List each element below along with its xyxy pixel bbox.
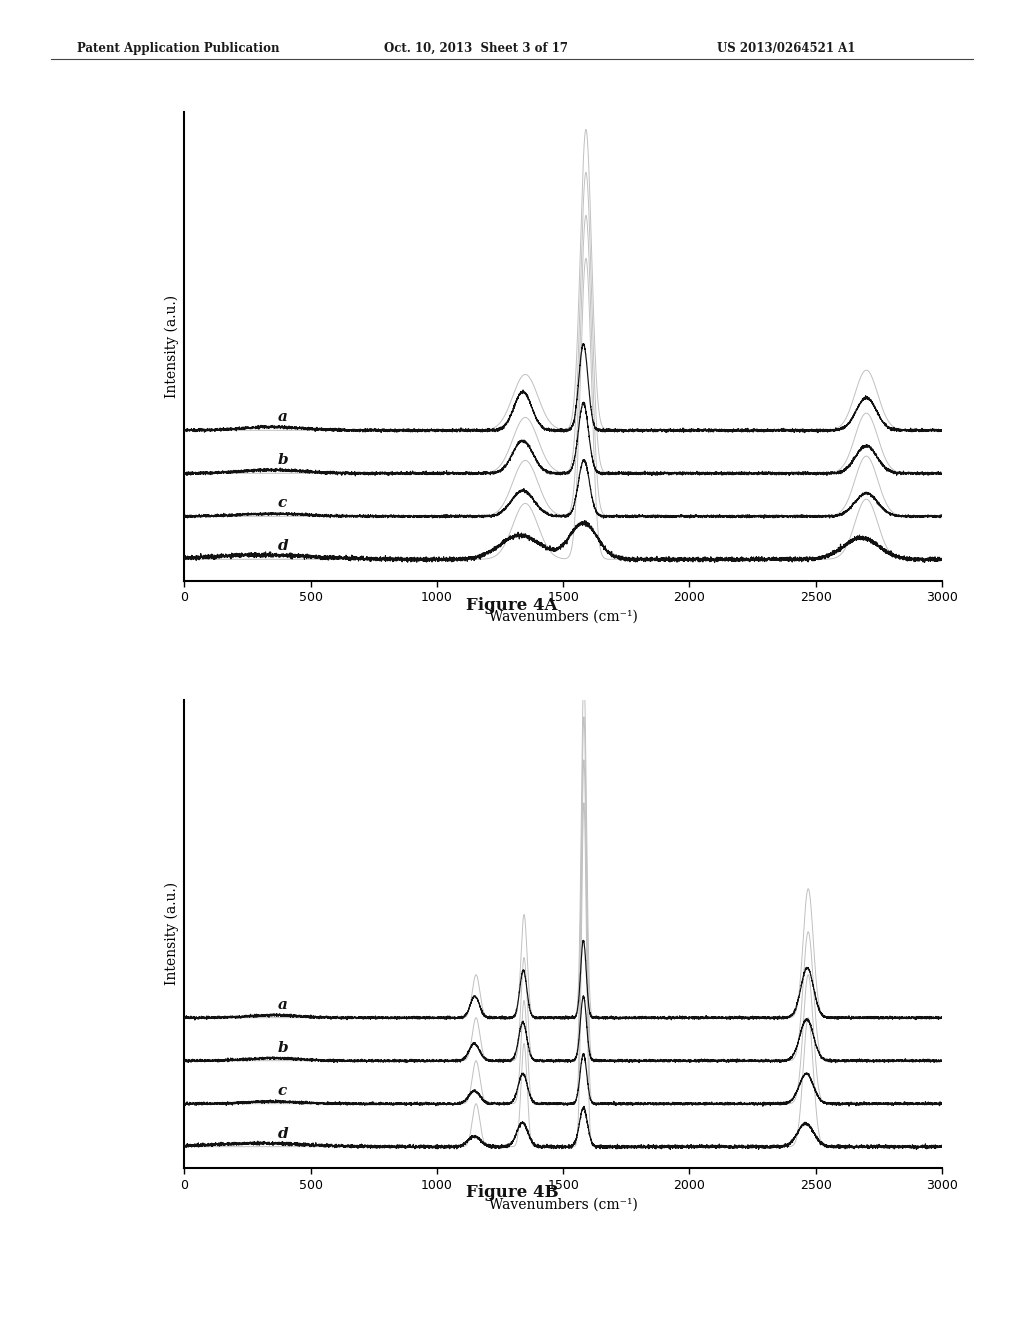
Text: c: c [278, 1084, 287, 1098]
Text: b: b [278, 453, 289, 467]
Text: US 2013/0264521 A1: US 2013/0264521 A1 [717, 42, 855, 55]
Y-axis label: Intensity (a.u.): Intensity (a.u.) [165, 294, 179, 399]
Text: c: c [278, 496, 287, 511]
Text: Patent Application Publication: Patent Application Publication [77, 42, 280, 55]
Text: Figure 4B: Figure 4B [466, 1184, 558, 1201]
X-axis label: Wavenumbers (cm⁻¹): Wavenumbers (cm⁻¹) [488, 1197, 638, 1212]
X-axis label: Wavenumbers (cm⁻¹): Wavenumbers (cm⁻¹) [488, 610, 638, 624]
Text: d: d [278, 1127, 289, 1140]
Text: b: b [278, 1040, 289, 1055]
Text: Oct. 10, 2013  Sheet 3 of 17: Oct. 10, 2013 Sheet 3 of 17 [384, 42, 568, 55]
Text: d: d [278, 540, 289, 553]
Text: a: a [278, 998, 288, 1011]
Text: a: a [278, 411, 288, 424]
Text: Figure 4A: Figure 4A [466, 597, 558, 614]
Y-axis label: Intensity (a.u.): Intensity (a.u.) [165, 882, 179, 986]
